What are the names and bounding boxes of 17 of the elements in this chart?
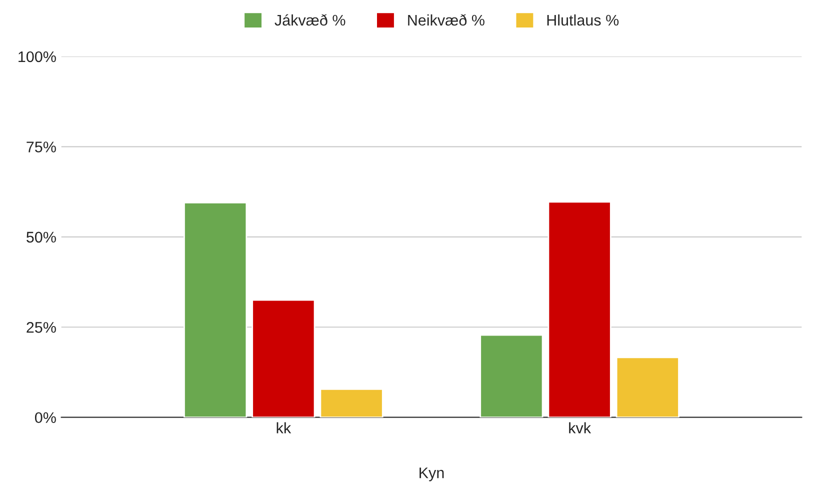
- legend-label: Hlutlaus %: [547, 14, 619, 26]
- bar: [480, 334, 544, 418]
- y-tick-label: 25%: [26, 322, 56, 333]
- bar: [252, 299, 316, 418]
- y-tick-label: 75%: [26, 142, 56, 152]
- y-tick-label: 0%: [35, 412, 56, 424]
- x-axis-title: Kyn: [420, 468, 444, 482]
- x-tick-label: kk: [276, 422, 292, 434]
- bar: [184, 202, 248, 418]
- y-tick-label: 100%: [18, 51, 56, 62]
- bar: [616, 356, 680, 418]
- legend-label: Jákvæð %: [274, 14, 346, 26]
- bar: [320, 388, 384, 418]
- legend-label: Neikvæð %: [408, 14, 484, 26]
- bar: [548, 201, 612, 418]
- y-tick-label: 50%: [26, 232, 56, 243]
- x-tick-label: kvk: [569, 422, 592, 434]
